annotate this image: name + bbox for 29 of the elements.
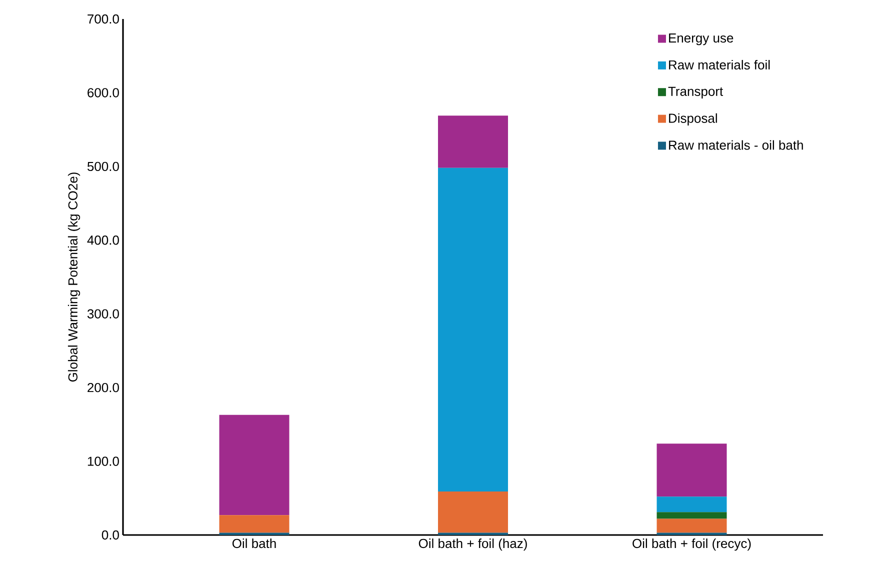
y-tick-label: 400.0 [87,236,119,245]
bar [219,414,290,516]
y-tick-label: 600.0 [88,88,119,98]
y-tick-label: 300.0 [87,309,119,318]
y-tick-label: 500.0 [87,162,119,172]
bar [438,168,508,492]
bar [656,496,727,512]
bar [219,532,290,536]
bar [438,116,508,168]
x-tick-label: Oil bath + foil (haz) [418,538,527,551]
legend-label: Raw materials - oil bath [669,140,803,150]
bar [656,518,727,533]
bar [656,512,727,519]
legend-label: Transport [668,86,724,99]
legend-label: Energy use [669,34,734,46]
bar [656,532,727,536]
y-tick-label: 200.0 [88,382,119,392]
y-tick-label: 700.0 [88,14,119,24]
bar [219,515,290,533]
x-tick-label: Oil bath [232,538,276,548]
bar [656,444,727,497]
bar [438,532,508,536]
legend-label: Raw materials foil [669,60,770,70]
x-tick-label: Oil bath + foil (recyc) [632,538,751,551]
bar [438,492,508,533]
y-tick-label: 0.0 [102,530,119,540]
legend-label: Disposal [669,113,717,126]
y-axis-title: Global Warming Potential (kg CO2e) [68,172,80,382]
y-tick-label: 100.0 [88,456,119,466]
